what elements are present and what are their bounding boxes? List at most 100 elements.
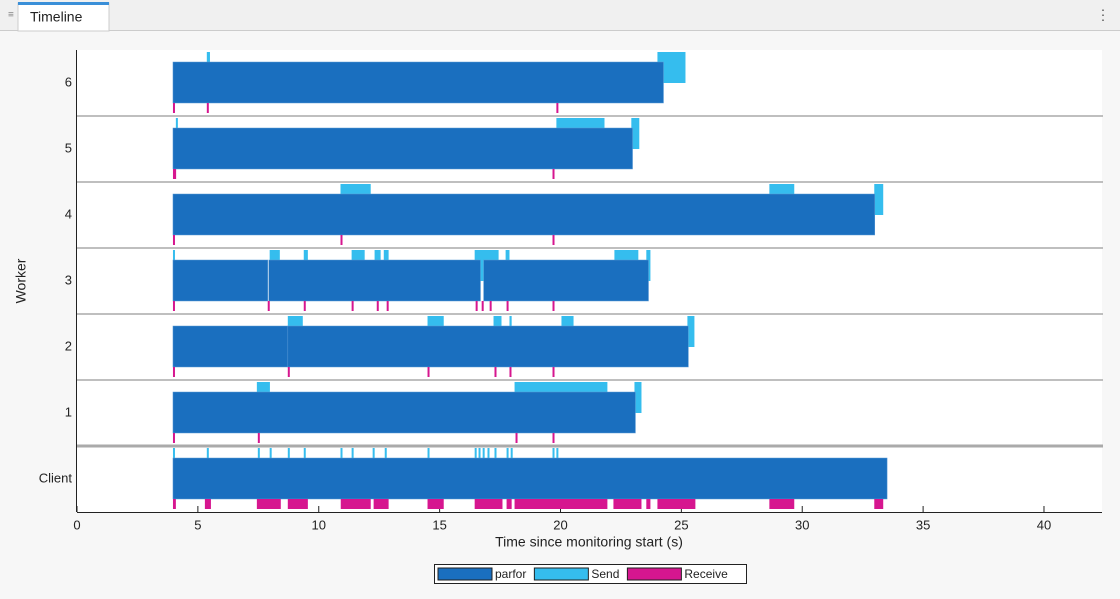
send-interval [206, 448, 209, 459]
x-tick-label: 5 [194, 517, 201, 532]
parfor-interval [172, 193, 876, 236]
x-tick-label: 10 [312, 517, 326, 532]
y-tick-label: 6 [65, 74, 72, 89]
send-interval [340, 448, 343, 459]
receive-interval [552, 169, 555, 179]
y-tick-label: 5 [65, 140, 72, 155]
receive-interval [267, 301, 270, 311]
parfor-interval [268, 259, 481, 302]
x-axis-label: Time since monitoring start (s) [495, 534, 683, 550]
receive-interval [657, 499, 696, 509]
receive-interval [769, 499, 795, 509]
x-tick-label: 15 [432, 517, 446, 532]
legend-label: Send [591, 567, 619, 581]
legend-swatch [437, 567, 493, 581]
send-interval [474, 448, 477, 459]
send-interval [303, 448, 306, 459]
receive-interval [475, 301, 478, 311]
send-interval [257, 448, 260, 459]
send-interval [556, 448, 559, 459]
y-axis-label: Worker [13, 258, 29, 303]
receive-interval [874, 499, 884, 509]
x-tick-label: 35 [916, 517, 930, 532]
send-interval [487, 448, 490, 459]
y-tick-label: 4 [65, 206, 72, 221]
receive-interval [303, 301, 306, 311]
x-tick-label: 25 [674, 517, 688, 532]
receive-interval [172, 103, 175, 113]
receive-interval [287, 499, 308, 509]
receive-interval [427, 367, 430, 377]
parfor-interval [483, 259, 649, 302]
tab[interactable] [17, 2, 110, 32]
receive-interval [613, 499, 642, 509]
legend-label: parfor [495, 567, 526, 581]
send-interval [506, 448, 509, 459]
receive-interval [172, 301, 175, 311]
receive-interval [287, 367, 290, 377]
receive-interval [506, 301, 509, 311]
send-interval [269, 448, 272, 459]
menu-icon[interactable]: ≡ [8, 10, 14, 21]
send-interval [172, 448, 175, 459]
receive-interval [257, 433, 260, 443]
y-tick-label: 1 [65, 404, 72, 419]
send-interval [494, 448, 497, 459]
receive-interval [172, 499, 176, 509]
receive-interval [552, 301, 555, 311]
receive-interval [373, 499, 389, 509]
receive-interval [204, 499, 211, 509]
receive-interval [474, 499, 503, 509]
parfor-interval [287, 325, 689, 368]
parfor-interval [172, 391, 636, 434]
y-tick-label: 2 [65, 338, 72, 353]
receive-interval [514, 499, 608, 509]
receive-interval [340, 235, 343, 245]
receive-interval [552, 367, 555, 377]
receive-interval [515, 433, 518, 443]
tab-indicator [18, 2, 109, 5]
receive-interval [481, 301, 484, 311]
legend-swatch [533, 567, 589, 581]
receive-interval [376, 301, 379, 311]
x-tick-label: 40 [1037, 517, 1051, 532]
receive-interval [206, 103, 209, 113]
parfor-interval [172, 127, 633, 170]
receive-interval [489, 301, 492, 311]
receive-interval [351, 301, 354, 311]
send-interval [384, 448, 387, 459]
y-tick-label: 3 [65, 272, 72, 287]
parfor-interval [172, 61, 664, 104]
x-tick-label: 30 [795, 517, 809, 532]
send-interval [631, 118, 640, 149]
send-interval [510, 448, 513, 459]
send-interval [427, 448, 430, 459]
receive-interval [172, 433, 175, 443]
more-icon[interactable]: ⋮ [1096, 7, 1110, 23]
receive-interval [386, 301, 389, 311]
send-interval [478, 448, 481, 459]
send-interval [351, 448, 354, 459]
y-tick-label: Client [39, 470, 73, 485]
legend-swatch [626, 567, 682, 581]
receive-interval [509, 367, 512, 377]
parfor-interval [172, 325, 289, 368]
parfor-interval [172, 457, 888, 500]
send-interval [482, 448, 485, 459]
send-interval [287, 448, 290, 459]
x-tick-label: 0 [73, 517, 80, 532]
receive-interval [506, 499, 512, 509]
legend-label: Receive [684, 567, 728, 581]
receive-interval [340, 499, 371, 509]
send-interval [372, 448, 375, 459]
tab-title[interactable]: Timeline [30, 9, 83, 25]
receive-interval [172, 367, 175, 377]
send-interval [634, 382, 642, 413]
send-interval [552, 448, 555, 459]
receive-interval [427, 499, 444, 509]
receive-interval [172, 235, 175, 245]
receive-interval [646, 499, 651, 509]
receive-interval [256, 499, 281, 509]
receive-interval [172, 169, 177, 179]
